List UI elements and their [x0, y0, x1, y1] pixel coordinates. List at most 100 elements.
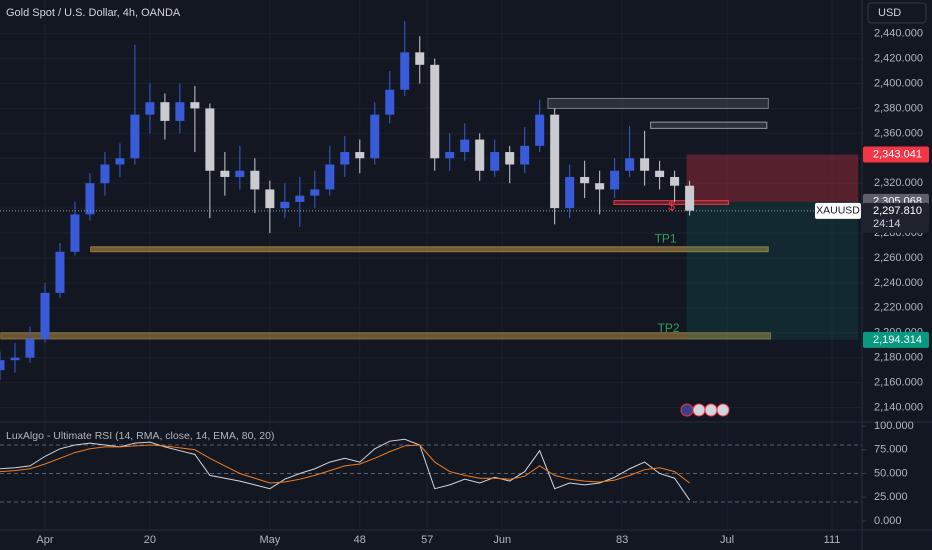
- x-tick-label: Jul: [720, 534, 734, 546]
- axis-labels: Apr 20 May 48 57 Jun 83 Jul 111 2,140.000 2,160.00…: [36, 28, 929, 546]
- y-tick-label: 2,360.000: [874, 127, 923, 139]
- zone: [686, 154, 859, 202]
- candle-body: [175, 102, 185, 121]
- countdown: 24:14: [873, 218, 901, 230]
- candle-body: [295, 195, 305, 202]
- x-tick-label: 48: [354, 534, 366, 546]
- current-price-label: 2,297.810: [873, 205, 922, 217]
- y-tick-label: 2,440.000: [874, 28, 923, 40]
- candle-body: [235, 170, 245, 177]
- candle-body: [85, 183, 95, 215]
- candle-body: [160, 102, 170, 121]
- annotation: TP2: [658, 321, 680, 335]
- candle-body: [130, 114, 140, 159]
- event-icon[interactable]: [692, 403, 706, 417]
- y-tick-label: 2,400.000: [874, 77, 923, 89]
- annotation: $: [668, 199, 675, 213]
- x-tick-label: Jun: [493, 534, 511, 546]
- x-tick-label: 111: [824, 534, 841, 546]
- current-price-bg: [863, 202, 929, 233]
- candle-body: [445, 152, 455, 159]
- candle-body: [115, 158, 125, 165]
- candle-body: [595, 183, 605, 190]
- x-tick-label: 57: [421, 534, 433, 546]
- y-tick-label: 2,320.000: [874, 177, 923, 189]
- candle-body: [325, 164, 335, 190]
- candle-body: [625, 158, 635, 171]
- candle-body: [220, 170, 230, 177]
- zone: [613, 200, 730, 205]
- candle-body: [535, 114, 545, 146]
- y-tick-label: 2,260.000: [874, 252, 923, 264]
- candle-body: [490, 152, 500, 171]
- rsi-tick-label: 50.000: [874, 467, 908, 479]
- rsi-line: [0, 444, 690, 484]
- candle-body: [385, 89, 395, 115]
- price-label-bg: [863, 146, 929, 163]
- candle-body: [655, 170, 665, 177]
- candle-body: [310, 189, 320, 196]
- symbol-label: XAUUSD: [816, 205, 860, 217]
- y-tick-label: 2,160.000: [874, 377, 923, 389]
- currency: USD: [878, 7, 901, 19]
- y-tick-label: 2,380.000: [874, 102, 923, 114]
- x-tick-label: 20: [144, 534, 156, 546]
- candle-body: [355, 152, 365, 159]
- candle-body: [100, 164, 110, 184]
- x-tick-label: Apr: [36, 534, 53, 546]
- candle-body: [370, 114, 380, 159]
- currency-button[interactable]: [867, 2, 927, 24]
- candle-body: [475, 139, 485, 171]
- y-tick-label: 2,220.000: [874, 302, 923, 314]
- candle-body: [460, 139, 470, 153]
- zone: [547, 97, 769, 109]
- candle-body: [550, 114, 560, 209]
- candle-body: [505, 152, 515, 165]
- y-tick-label: 2,420.000: [874, 52, 923, 64]
- candle-body: [670, 176, 680, 186]
- y-tick-label: 2,180.000: [874, 352, 923, 364]
- candle-body: [250, 170, 260, 190]
- rsi-line: [0, 438, 691, 501]
- candle-body: [400, 52, 410, 90]
- rsi-tick-label: 25.000: [874, 491, 908, 503]
- candle-body: [0, 360, 5, 371]
- candle-body: [10, 357, 20, 361]
- candle-body: [70, 214, 80, 252]
- annotation: TP1: [655, 231, 677, 245]
- zone: [686, 201, 859, 340]
- price-label-bg: [863, 331, 929, 348]
- candle-body: [565, 176, 575, 209]
- y-tick-label: 2,240.000: [874, 277, 923, 289]
- candle-body: [610, 170, 620, 190]
- event-icons: [680, 403, 730, 417]
- x-tick-label: 83: [616, 534, 628, 546]
- event-icon[interactable]: [716, 403, 730, 417]
- candle-body: [145, 102, 155, 115]
- event-icon[interactable]: [704, 403, 718, 417]
- symbol-bg: [815, 202, 861, 219]
- rsi-tick-label: 0.000: [874, 515, 902, 527]
- price-label: 2,194.314: [873, 334, 922, 346]
- rsi-tick-label: 75.000: [874, 444, 908, 456]
- zones: [0, 97, 859, 340]
- candle-body: [415, 52, 425, 65]
- zone: [650, 121, 768, 129]
- zone: [0, 332, 772, 340]
- zone: [90, 246, 769, 253]
- candle-body: [40, 292, 50, 339]
- indicator-title: LuxAlgo - Ultimate RSI (14, RMA, close, …: [6, 430, 274, 442]
- x-tick-label: May: [259, 534, 280, 546]
- candle-body: [340, 152, 350, 165]
- chart-title: Gold Spot / U.S. Dollar, 4h, OANDA: [6, 7, 181, 19]
- event-icon[interactable]: [680, 403, 694, 417]
- candle-body: [520, 145, 530, 165]
- y-tick-label: 2,140.000: [874, 401, 923, 413]
- candle-body: [55, 251, 65, 293]
- candle-body: [25, 338, 35, 358]
- candles: [0, 21, 695, 381]
- candle-body: [205, 108, 215, 171]
